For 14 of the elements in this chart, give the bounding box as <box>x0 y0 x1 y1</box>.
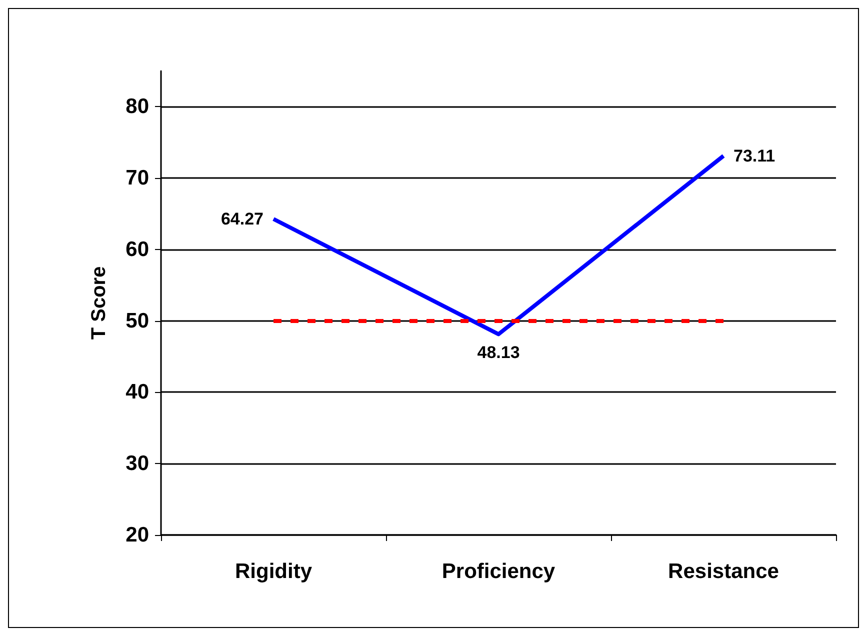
data-label: 64.27 <box>220 209 264 228</box>
x-tick-label: Rigidity <box>235 560 312 583</box>
y-tick-label: 50 <box>126 309 149 332</box>
y-tick-label: 80 <box>126 95 149 118</box>
y-axis-title: T Score <box>88 266 110 340</box>
y-tick-label: 60 <box>126 238 149 261</box>
y-tick-label: 40 <box>126 380 149 404</box>
y-tick-label: 30 <box>126 452 149 476</box>
data-label: 73.11 <box>734 146 776 166</box>
y-tick-label: 70 <box>126 166 149 190</box>
x-tick-label: Proficiency <box>442 560 556 583</box>
data-label: 48.13 <box>477 343 520 362</box>
x-tick-label: Resistance <box>668 560 779 583</box>
y-tick-label: 20 <box>126 524 149 546</box>
